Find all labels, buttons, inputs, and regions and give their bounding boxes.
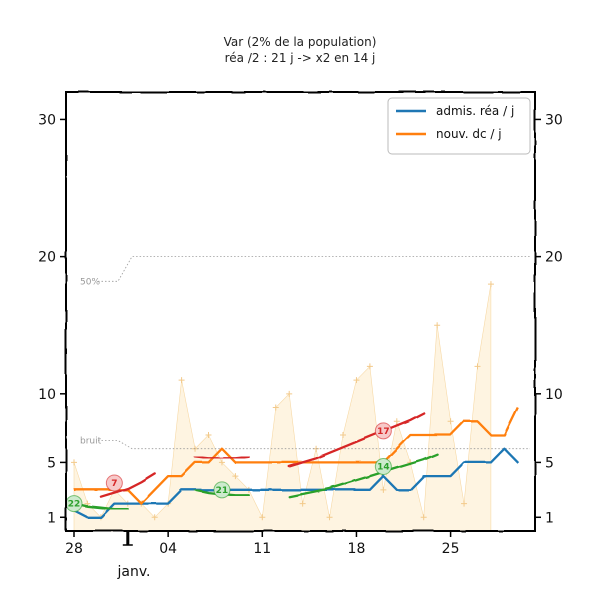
daily-marker xyxy=(380,486,387,493)
badge-label: 22 xyxy=(68,500,81,510)
daily-marker xyxy=(474,363,481,370)
x-tick-label: 25 xyxy=(442,541,460,557)
y-tick-label-right: 20 xyxy=(545,250,563,266)
badge: 21 xyxy=(213,481,231,499)
legend-label-dc: nouv. dc / j xyxy=(436,127,502,141)
plot-frame xyxy=(65,91,536,532)
badge-circle xyxy=(374,422,392,440)
y-tick-label-left: 10 xyxy=(38,387,56,403)
daily-area xyxy=(73,284,492,532)
daily-marker xyxy=(151,514,158,521)
x-tick-label: 11 xyxy=(253,541,271,557)
badge: 17 xyxy=(374,422,392,440)
badge: 14 xyxy=(374,458,392,476)
daily-marker xyxy=(393,418,400,425)
daily-marker xyxy=(326,514,333,521)
thresholds: 50% bruit xyxy=(80,256,530,450)
daily-marker xyxy=(286,390,293,397)
daily-marker xyxy=(461,500,468,507)
trend-lines xyxy=(72,411,439,511)
daily-marker xyxy=(353,377,360,384)
daily-marker xyxy=(340,431,346,438)
trend-segment xyxy=(99,472,156,498)
chart-subtitle: réa /2 : 21 j -> x2 en 14 j xyxy=(225,51,376,65)
daily-marker xyxy=(366,363,373,370)
series-lines xyxy=(73,406,519,519)
daily-marker xyxy=(71,459,77,466)
y-tick-label-left: 5 xyxy=(47,455,56,471)
legend-label-admis: admis. réa / j xyxy=(436,104,514,118)
daily-marker xyxy=(434,322,441,329)
daily-marker xyxy=(205,431,212,438)
daily-marker xyxy=(178,377,185,384)
threshold-line xyxy=(98,256,530,282)
badge-circle xyxy=(213,481,231,499)
daily-marker xyxy=(218,459,225,466)
daily-marker xyxy=(272,404,279,411)
daily-marker xyxy=(487,281,494,288)
y-tick-label-right: 5 xyxy=(545,455,554,471)
badge-label: 21 xyxy=(216,486,229,496)
badge: 7 xyxy=(105,474,123,492)
daily-marker xyxy=(420,514,427,521)
badge-label: 14 xyxy=(377,463,390,473)
daily-marker xyxy=(259,514,266,521)
y-tick-label-right: 1 xyxy=(545,510,554,526)
y-tick-label-right: 30 xyxy=(545,112,563,128)
series-dc-line xyxy=(74,406,519,505)
y-tick-label-right: 10 xyxy=(545,387,563,403)
daily-marker xyxy=(232,473,239,480)
y-tick-label-left: 20 xyxy=(38,250,56,266)
threshold-label: bruit xyxy=(80,437,102,447)
x-tick-label: 28 xyxy=(65,541,83,557)
badges: 7 17 22 21 14 xyxy=(65,422,392,513)
x-tick-label: 18 xyxy=(348,541,366,557)
badge-label: 7 xyxy=(111,479,117,489)
x-axis: 28 04 11 18 25 xyxy=(65,531,460,557)
threshold-line xyxy=(98,440,530,450)
badge: 22 xyxy=(65,495,83,513)
daily-marker xyxy=(299,500,306,507)
x-tick-label: 04 xyxy=(159,541,177,557)
month-label: janv. xyxy=(117,564,151,580)
y-axis: 1 1 5 5 10 10 20 20 30 30 xyxy=(38,112,563,526)
series-admis-line xyxy=(73,447,519,519)
legend: admis. réa / j nouv. dc / j xyxy=(387,97,531,155)
threshold-label: 50% xyxy=(80,277,100,287)
y-tick-label-left: 1 xyxy=(47,510,56,526)
daily-marker xyxy=(447,418,454,425)
trend-segment xyxy=(72,502,129,511)
trend-segment xyxy=(193,455,250,460)
trend-segment xyxy=(288,453,439,498)
chart-title: Var (2% de la population) xyxy=(224,35,377,49)
badge-circle xyxy=(374,458,392,476)
trend-segment xyxy=(288,411,425,468)
badge-circle xyxy=(105,474,123,492)
daily-values xyxy=(71,281,494,532)
badge-label: 17 xyxy=(377,427,390,437)
y-tick-label-left: 30 xyxy=(38,112,56,128)
